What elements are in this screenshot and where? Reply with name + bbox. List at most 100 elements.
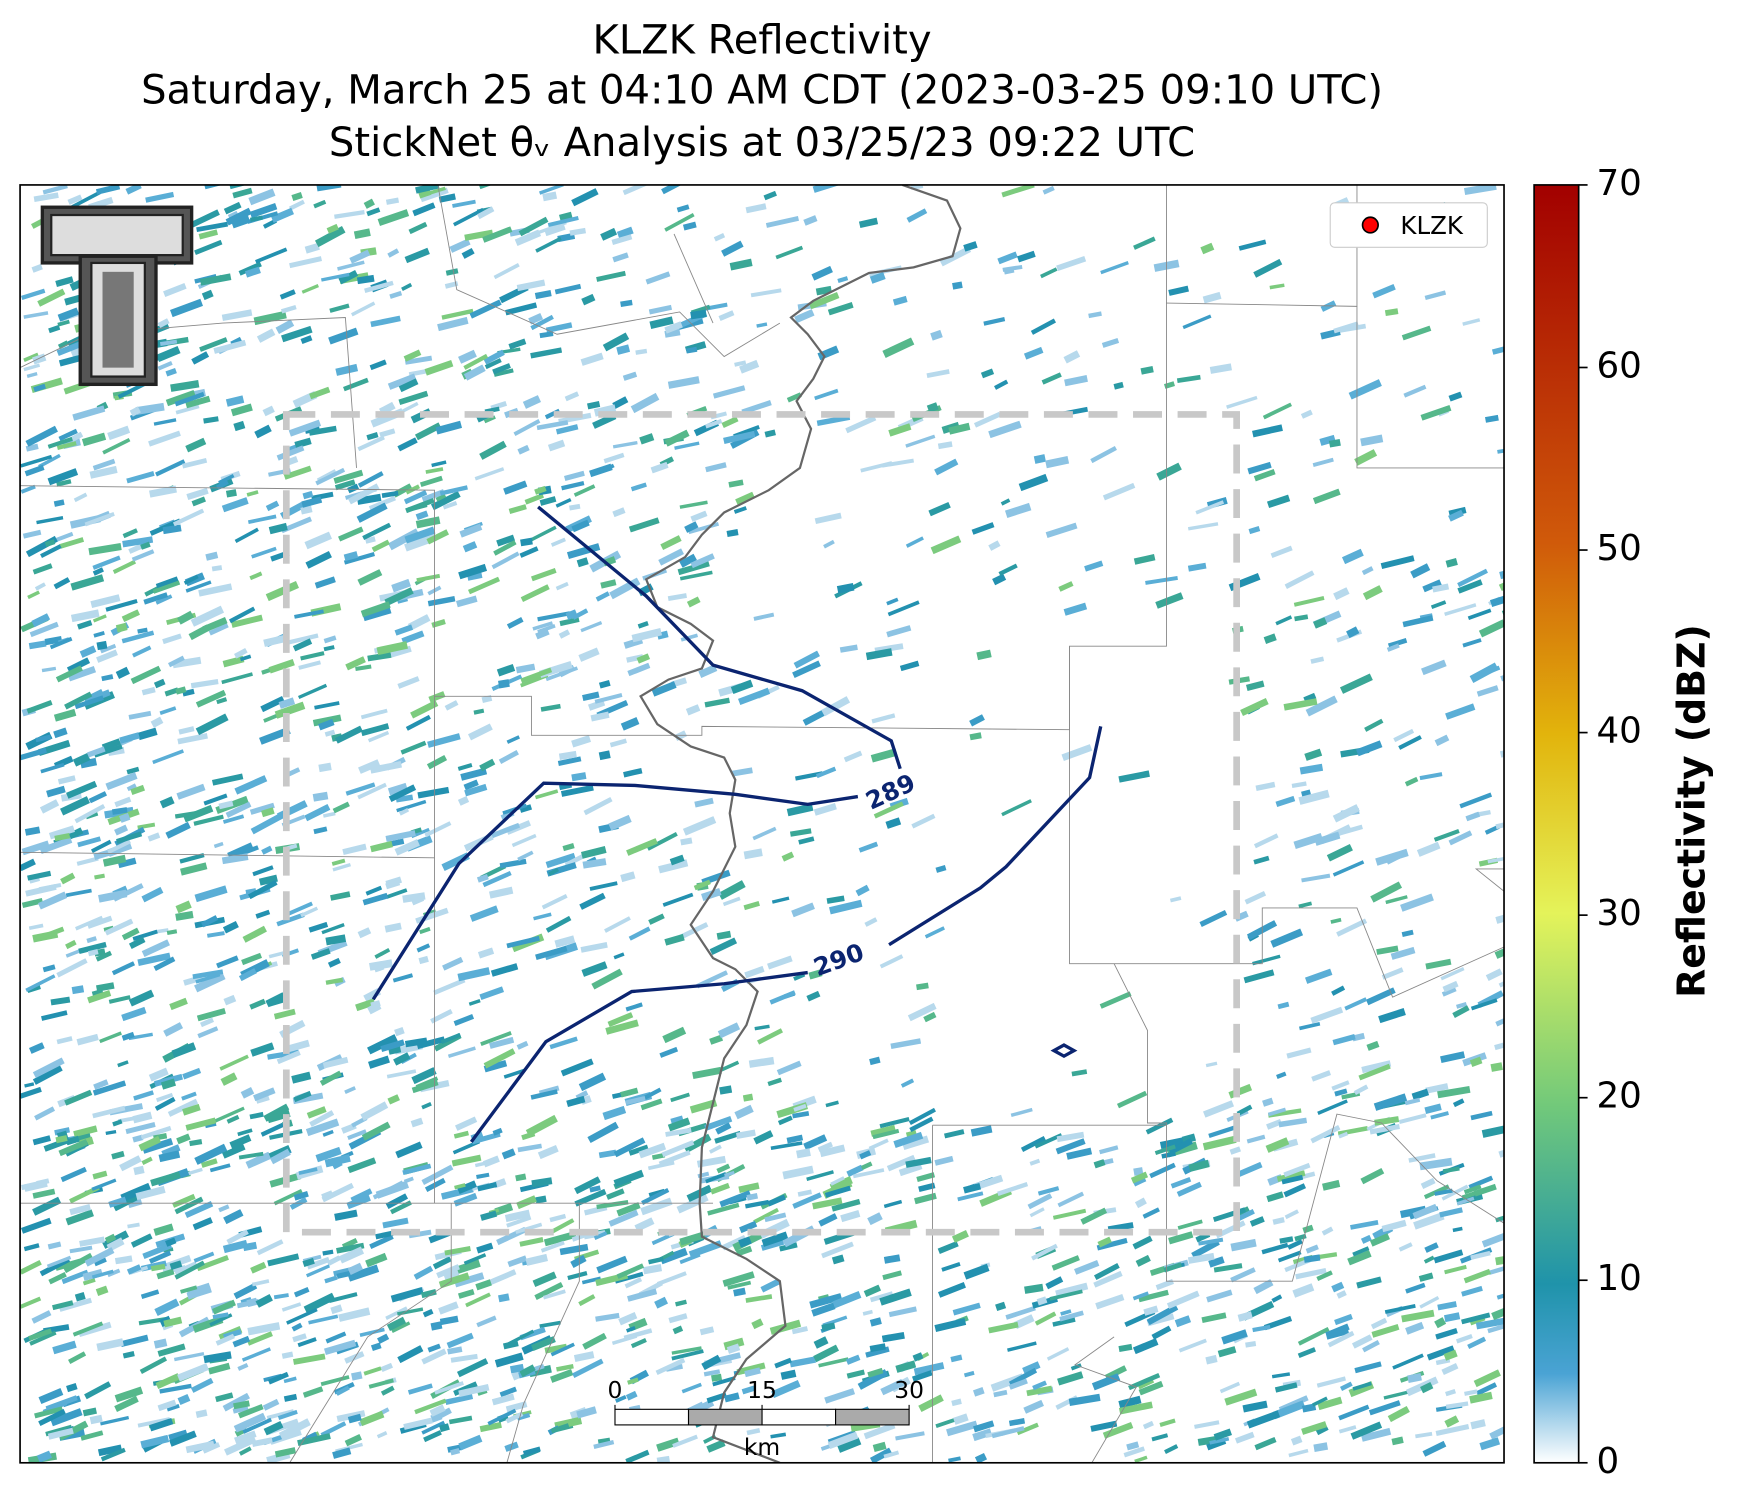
radar-echo [369, 1234, 394, 1250]
radar-echo [1187, 1252, 1215, 1264]
radar-echo [534, 789, 559, 800]
radar-echo [222, 920, 239, 934]
radar-echo [67, 194, 83, 205]
radar-echo [231, 614, 263, 628]
radar-echo [781, 851, 795, 862]
radar-echo [342, 843, 367, 856]
radar-echo [201, 289, 214, 301]
radar-echo [489, 822, 521, 839]
radar-echo [613, 952, 625, 960]
radar-echo [793, 1103, 807, 1112]
radar-echo [261, 845, 273, 855]
radar-echo [995, 1301, 1007, 1312]
map: 289 290 0 15 30 km KLZK [20, 184, 1505, 1463]
radar-echo [273, 1008, 296, 1020]
radar-echo [821, 1241, 854, 1259]
radar-echo [397, 1307, 424, 1316]
radar-echo [318, 762, 332, 773]
radar-echo [357, 435, 385, 452]
radar-echo [64, 691, 93, 710]
radar-echo [213, 1106, 245, 1123]
title-line: StickNet θᵥ Analysis at 03/25/23 09:22 U… [329, 120, 1195, 166]
radar-echo [244, 266, 261, 278]
radar-echo [490, 963, 519, 977]
radar-echo [1448, 509, 1464, 522]
radar-echo [384, 922, 402, 933]
radar-echo [983, 317, 1006, 326]
radar-echo [145, 191, 175, 203]
radar-echo [1104, 1365, 1127, 1381]
radar-echo [934, 1318, 967, 1333]
radar-echo [544, 224, 566, 237]
radar-echo [1358, 1063, 1391, 1081]
radar-echo [242, 1417, 273, 1434]
radar-echo [701, 1354, 722, 1371]
radar-echo [676, 204, 690, 213]
radar-echo [69, 1204, 91, 1216]
contour-line [371, 781, 859, 1001]
radar-echo [505, 302, 538, 316]
radar-echo [1010, 1107, 1033, 1118]
radar-echo [273, 1293, 289, 1300]
radar-echo [704, 697, 730, 708]
radar-echo [1491, 346, 1505, 355]
radar-echo [364, 280, 394, 293]
radar-echo [1140, 365, 1154, 375]
radar-echo [1135, 1254, 1151, 1267]
radar-echo [649, 316, 674, 330]
radar-echo [238, 1151, 264, 1160]
radar-echo [803, 1134, 828, 1151]
radar-echo [817, 345, 840, 361]
radar-echo [447, 1346, 463, 1355]
radar-echo [826, 895, 845, 904]
radar-echo [79, 645, 97, 658]
radar-echo [70, 431, 84, 442]
radar-echo [859, 1150, 872, 1160]
radar-echo [185, 1440, 215, 1454]
radar-echo [1319, 434, 1336, 446]
radar-echo [176, 783, 206, 800]
radar-echo [728, 479, 744, 488]
radar-echo [1495, 1256, 1505, 1266]
radar-echo [886, 625, 912, 638]
radar-echo [1305, 695, 1338, 717]
radar-echo [333, 469, 364, 484]
radar-echo [1332, 804, 1360, 823]
radar-echo [508, 504, 527, 514]
radar-echo [475, 1279, 492, 1291]
radar-echo [750, 288, 782, 298]
radar-echo [944, 1129, 965, 1139]
radar-echo [55, 665, 83, 683]
radar-echo [385, 197, 400, 205]
radar-echo [1253, 468, 1276, 482]
radar-echo [405, 484, 421, 495]
radar-echo [1199, 909, 1228, 927]
radar-echo [456, 1358, 489, 1378]
radar-echo [220, 1072, 238, 1086]
radar-echo [1016, 1422, 1039, 1436]
radar-echo [1163, 1262, 1183, 1273]
radar-echo [360, 723, 390, 737]
radar-echo [625, 1449, 650, 1463]
radar-echo [970, 1125, 993, 1137]
radar-echo [1332, 860, 1365, 877]
radar-echo [73, 1125, 98, 1138]
radar-echo [28, 1328, 53, 1341]
radar-echo [651, 681, 677, 697]
radar-echo [92, 614, 107, 623]
radar-echo [247, 1331, 273, 1346]
radar-echo [94, 1257, 107, 1267]
radar-echo [125, 184, 142, 195]
radar-echo [561, 480, 585, 491]
radar-echo [182, 688, 195, 697]
radar-echo [1134, 1455, 1148, 1463]
radar-echo [325, 977, 344, 985]
radar-echo [1405, 1321, 1425, 1335]
radar-echo [476, 1242, 494, 1254]
radar-echo [297, 683, 328, 700]
radar-echo [764, 1212, 787, 1223]
radar-echo [1337, 1126, 1369, 1136]
radar-echo [613, 1169, 645, 1187]
radar-echo [41, 1010, 68, 1021]
radar-echo [162, 633, 182, 645]
